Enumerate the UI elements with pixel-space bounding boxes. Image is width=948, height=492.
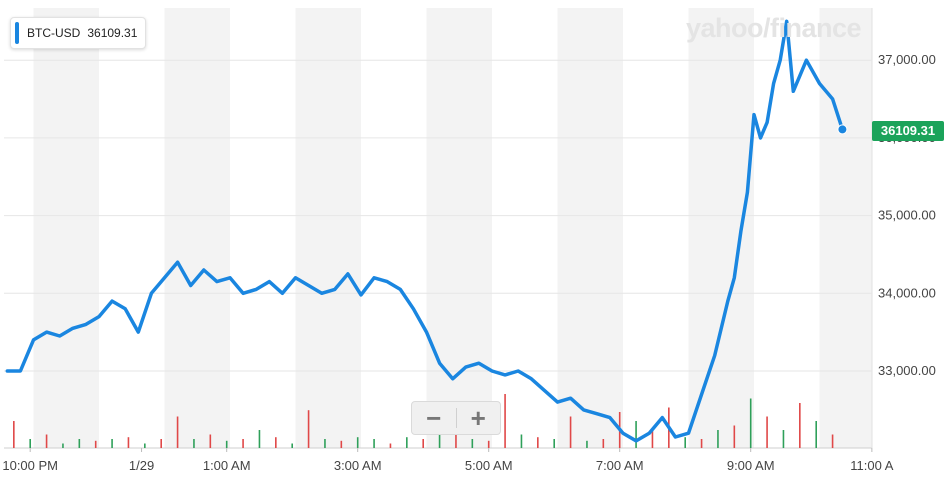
volume-bar [569, 416, 572, 448]
volume-bar [160, 439, 162, 448]
volume-bar [684, 437, 686, 448]
legend-symbol: BTC-USD [27, 26, 81, 40]
yahoo-finance-watermark: yahoo/finance [686, 13, 862, 43]
plus-icon: + [470, 402, 486, 433]
volume-bar [815, 421, 817, 448]
time-band [426, 8, 492, 448]
zoom-divider [455, 408, 457, 428]
y-tick-label: 34,000.00 [878, 285, 936, 300]
legend-swatch [15, 22, 19, 44]
volume-bar [29, 439, 31, 448]
x-tick-label: 7:00 AM [596, 458, 644, 473]
volume-bar [586, 440, 588, 448]
y-axis: 37,000.0035,000.0034,000.0033,000.0036,0… [878, 52, 936, 378]
time-band [688, 8, 754, 448]
zoom-out-button[interactable]: − [412, 402, 456, 434]
volume-bar [193, 439, 195, 448]
legend[interactable]: BTC-USD 36109.31 [10, 17, 147, 49]
volume-bar [127, 437, 130, 448]
volume-bar [504, 394, 506, 448]
volume-bar [111, 439, 113, 448]
volume-bar [455, 430, 457, 448]
volume-bar [553, 439, 555, 448]
price-line-layer [5, 19, 848, 443]
time-band [557, 8, 623, 448]
x-tick-label: 1/29 [129, 458, 154, 473]
volume-bar [45, 434, 48, 448]
volume-bar [242, 439, 244, 448]
volume-bar [717, 430, 719, 448]
volume-bar [651, 430, 654, 448]
legend-value: 36109.31 [87, 26, 138, 40]
volume-bar [389, 443, 392, 448]
last-price-marker [837, 124, 848, 135]
volume-bar [258, 430, 261, 448]
volume-bar [176, 416, 179, 448]
zoom-in-button[interactable]: + [457, 402, 501, 434]
zoom-controls: − + [411, 401, 501, 435]
volume-bar [520, 434, 523, 448]
volume-bar [602, 439, 605, 448]
volume-bar [373, 439, 375, 448]
volume-bar [766, 416, 768, 448]
volume-bar [422, 439, 424, 448]
volume-bars [13, 394, 834, 448]
volume-bar [209, 434, 212, 448]
x-tick-label: 10:00 PM [2, 458, 58, 473]
y-tick-label: 33,000.00 [878, 363, 936, 378]
volume-bar [635, 421, 637, 448]
volume-bar [307, 410, 310, 448]
volume-bar [62, 443, 64, 448]
time-band [295, 8, 361, 448]
volume-bar [471, 439, 474, 448]
x-tick-label: 1:00 AM [203, 458, 251, 473]
x-tick-label: 3:00 AM [334, 458, 382, 473]
last-price-tag: 36109.31 [872, 121, 944, 141]
volume-bar [275, 437, 277, 448]
volume-bar [225, 440, 228, 448]
volume-bar [749, 398, 752, 448]
volume-bar [438, 434, 441, 448]
volume-bar [291, 443, 293, 448]
volume-bar [13, 421, 15, 448]
series-line-btc-usd [5, 19, 845, 443]
volume-bar [78, 439, 81, 448]
x-tick-label: 11:00 A [850, 458, 893, 473]
volume-bar [831, 434, 834, 448]
volume-bar [406, 437, 408, 448]
volume-bar [144, 443, 146, 448]
volume-bar [799, 403, 801, 448]
time-band [33, 8, 99, 448]
volume-bar [537, 437, 539, 448]
volume-bar [733, 425, 736, 448]
time-band [819, 8, 872, 448]
volume-bar [700, 439, 703, 448]
y-tick-label: 37,000.00 [878, 52, 936, 67]
x-tick-label: 5:00 AM [465, 458, 513, 473]
x-tick-label: 9:00 AM [727, 458, 775, 473]
volume-bar [324, 439, 326, 448]
minus-icon: − [426, 402, 442, 433]
x-axis: 10:00 PM 1/29 1:00 AM 3:00 AM 5:00 AM 7:00 AM… [2, 448, 894, 473]
time-band [164, 8, 230, 448]
volume-bar [356, 437, 359, 448]
volume-bar [782, 430, 785, 448]
y-tick-label: 35,000.00 [878, 208, 936, 223]
volume-bar [340, 440, 343, 448]
horizontal-gridlines [4, 59, 872, 372]
volume-bar [94, 440, 97, 448]
volume-bar [487, 440, 490, 448]
